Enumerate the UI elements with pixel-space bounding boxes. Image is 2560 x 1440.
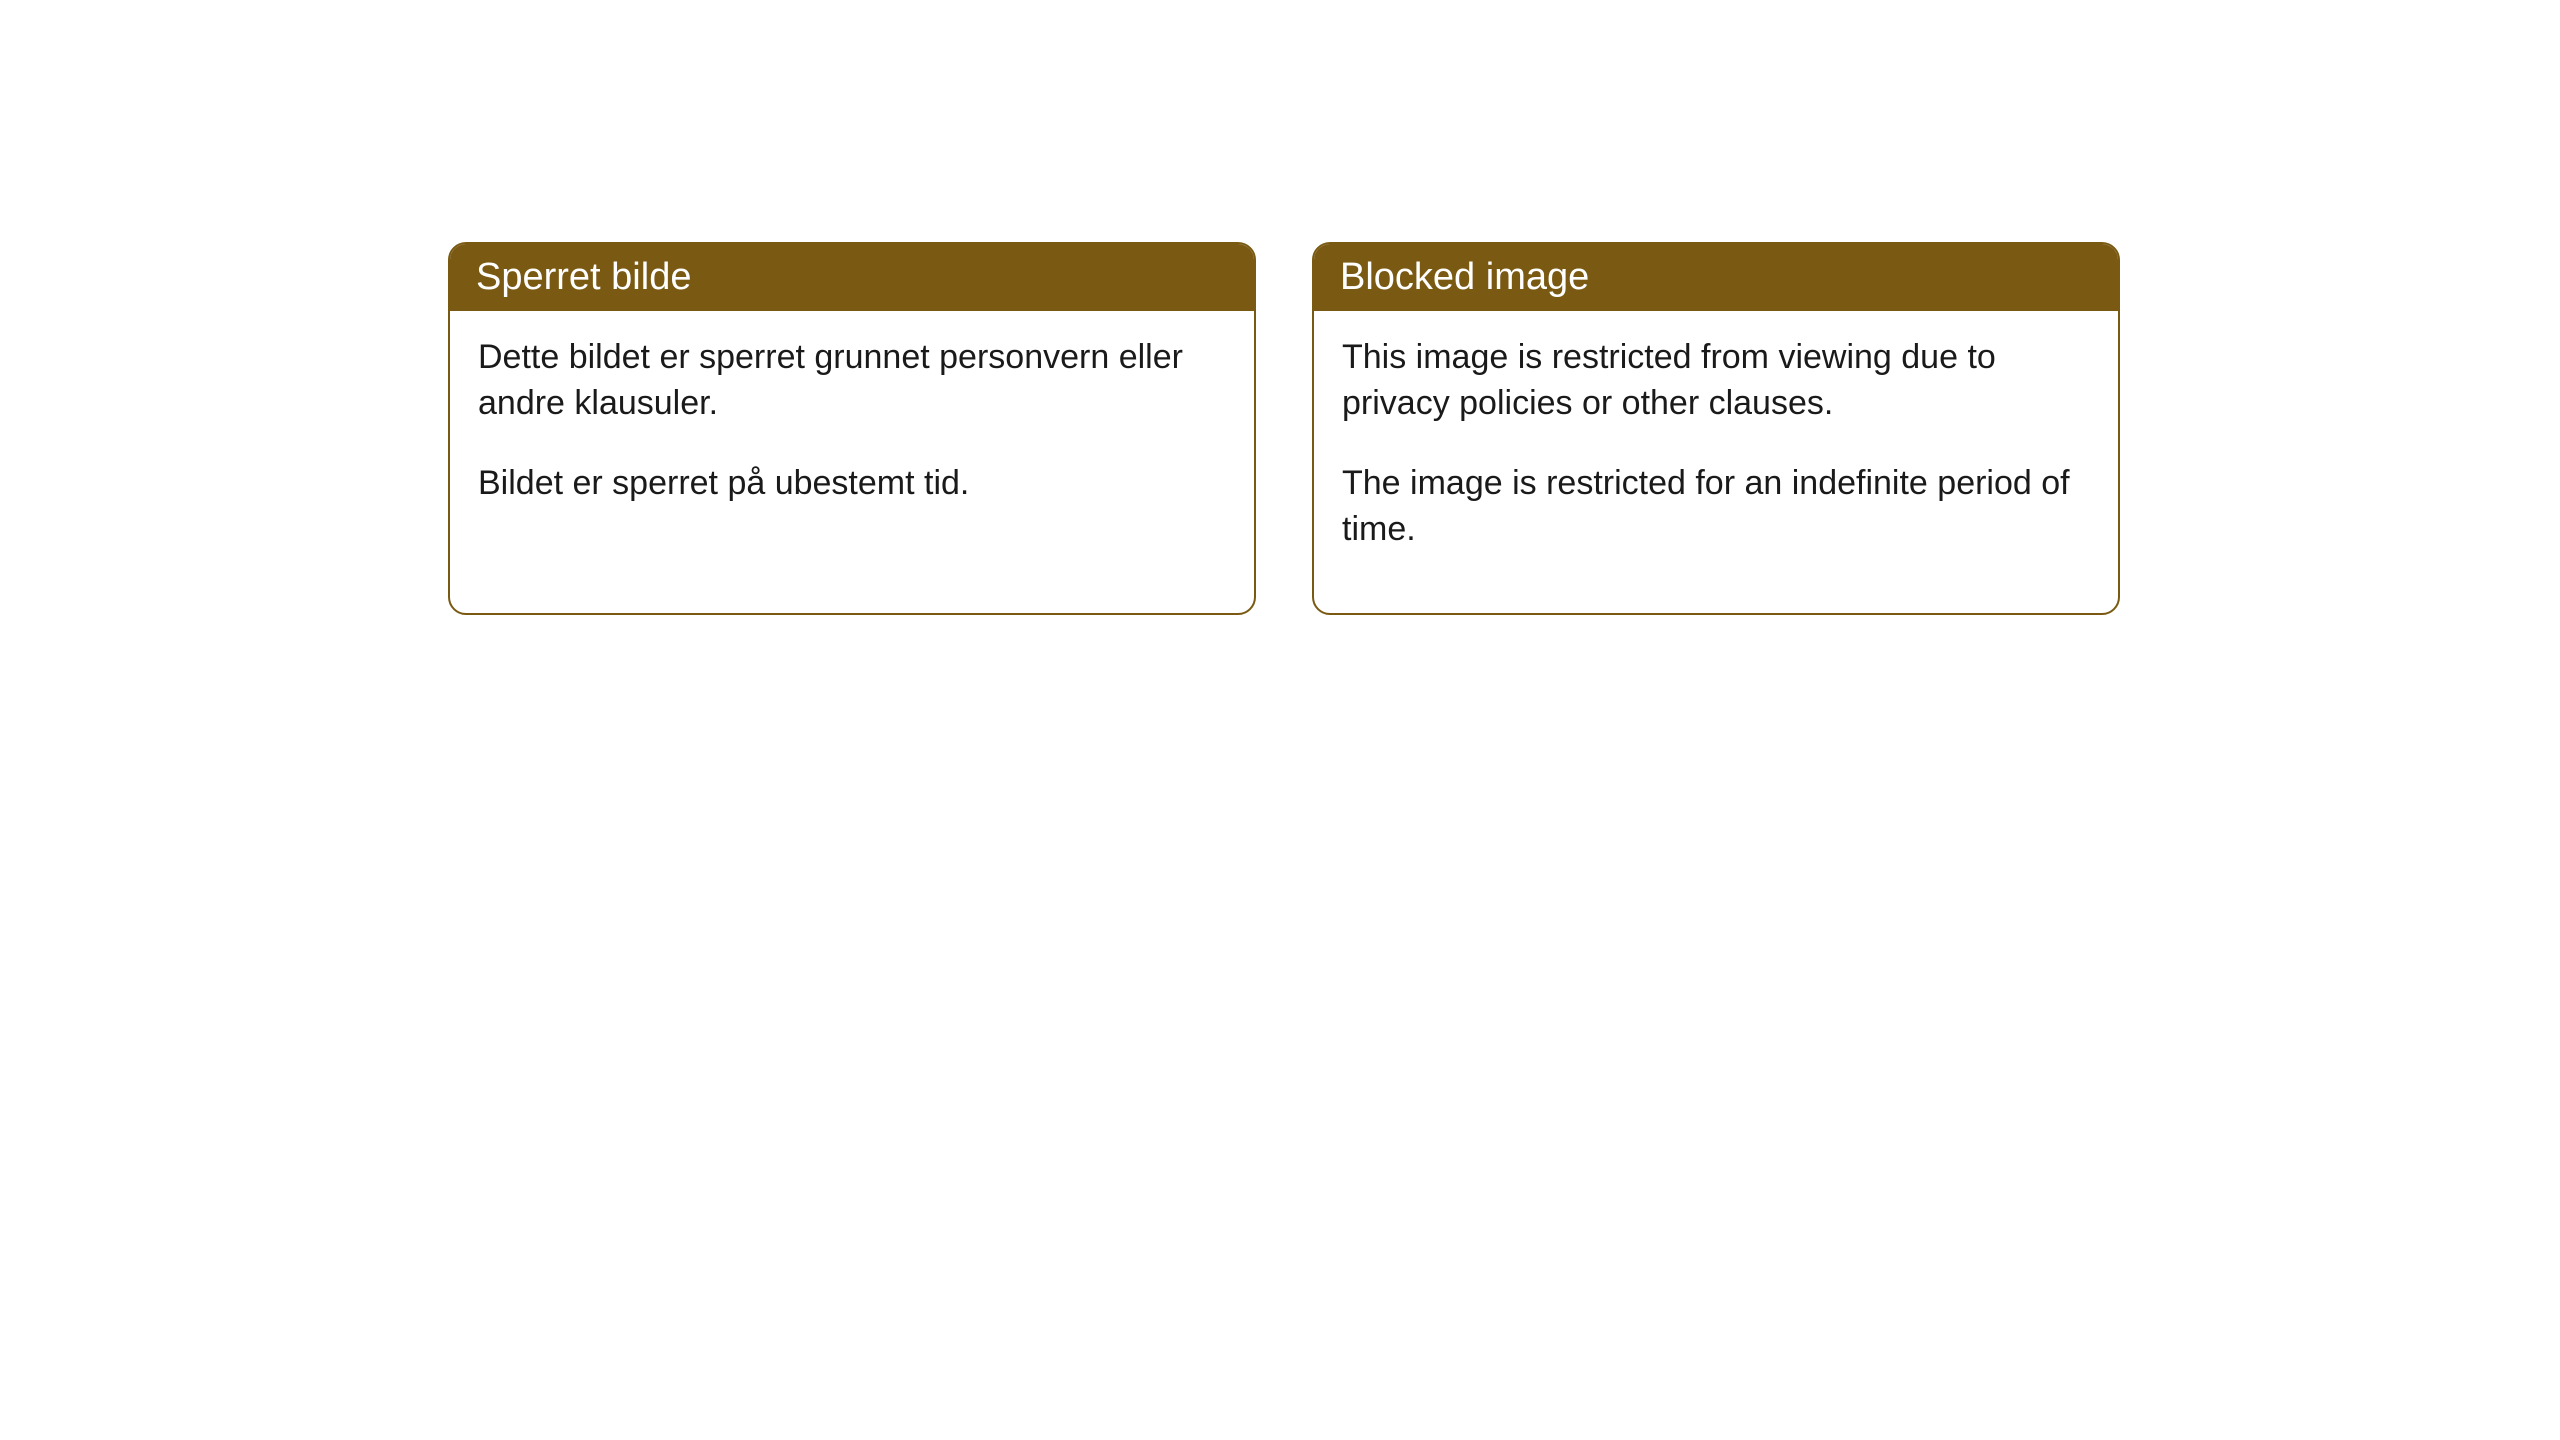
card-no-text-1: Dette bildet er sperret grunnet personve… [478, 335, 1226, 427]
card-no-text-2: Bildet er sperret på ubestemt tid. [478, 461, 1226, 507]
card-header-en: Blocked image [1314, 244, 2118, 311]
card-norwegian: Sperret bilde Dette bildet er sperret gr… [448, 242, 1256, 615]
card-header-no: Sperret bilde [450, 244, 1254, 311]
card-en-text-2: The image is restricted for an indefinit… [1342, 461, 2090, 553]
card-body-en: This image is restricted from viewing du… [1314, 311, 2118, 613]
card-body-no: Dette bildet er sperret grunnet personve… [450, 311, 1254, 567]
card-en-text-1: This image is restricted from viewing du… [1342, 335, 2090, 427]
card-english: Blocked image This image is restricted f… [1312, 242, 2120, 615]
cards-container: Sperret bilde Dette bildet er sperret gr… [0, 0, 2560, 615]
